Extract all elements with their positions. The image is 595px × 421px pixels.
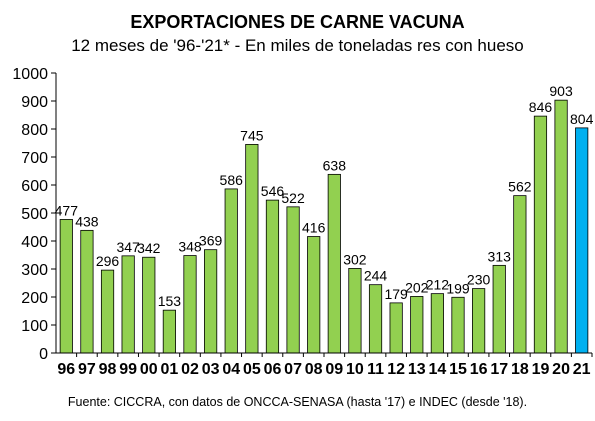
bar xyxy=(472,288,486,354)
bar xyxy=(162,309,176,354)
chart-title: EXPORTACIONES DE CARNE VACUNA xyxy=(130,12,465,32)
x-tick-label: 13 xyxy=(408,361,426,378)
bars xyxy=(59,99,589,354)
data-label: 903 xyxy=(549,83,573,99)
bar xyxy=(265,199,280,354)
y-tick-label: 100 xyxy=(21,318,48,335)
bar xyxy=(430,293,444,354)
bar xyxy=(327,173,341,354)
bar xyxy=(307,236,321,354)
bar xyxy=(121,255,135,354)
bar xyxy=(80,229,94,354)
bar xyxy=(451,296,465,354)
data-label: 804 xyxy=(570,111,594,127)
data-label: 153 xyxy=(158,293,182,309)
bar xyxy=(224,188,238,354)
x-tick-label: 98 xyxy=(99,361,117,378)
data-label: 230 xyxy=(467,272,491,288)
bar xyxy=(533,115,548,354)
bar xyxy=(100,269,115,354)
x-tick-label: 15 xyxy=(449,361,467,378)
data-label: 846 xyxy=(529,99,553,115)
x-tick-label: 21 xyxy=(573,361,591,378)
data-label: 348 xyxy=(178,239,202,255)
bar xyxy=(389,302,403,354)
bar xyxy=(286,206,300,354)
x-tick-label: 19 xyxy=(532,361,550,378)
y-tick-label: 200 xyxy=(21,290,48,307)
bar xyxy=(183,255,197,354)
x-tick-label: 97 xyxy=(78,361,96,378)
data-label: 562 xyxy=(508,179,532,195)
x-tick-label: 17 xyxy=(490,361,508,378)
bar xyxy=(368,284,383,354)
data-label: 202 xyxy=(405,279,429,295)
y-axis: 0 100 200 300 400 500 600 700 800 900 1000 xyxy=(12,66,57,363)
bar xyxy=(575,127,589,354)
y-tick-label: 800 xyxy=(21,122,48,139)
data-label: 179 xyxy=(384,286,408,302)
bar xyxy=(554,99,568,354)
data-label: 477 xyxy=(55,202,79,218)
x-axis: 96 97 98 99 00 01 02 03 04 05 06 07 08 09 10 11 12 13 14 15… xyxy=(56,352,593,378)
bar xyxy=(59,219,73,354)
x-tick-label: 96 xyxy=(57,361,75,378)
data-label: 369 xyxy=(199,233,223,249)
x-tick-label: 12 xyxy=(387,361,405,378)
bar xyxy=(513,195,527,354)
x-tick-label: 07 xyxy=(284,361,302,378)
y-tick-label: 400 xyxy=(21,234,48,251)
x-tick-label: 08 xyxy=(305,361,323,378)
x-tick-label: 99 xyxy=(119,361,137,378)
data-label: 546 xyxy=(261,183,285,199)
data-label: 342 xyxy=(137,240,161,256)
x-tick-label: 09 xyxy=(325,361,343,378)
x-tick-label: 18 xyxy=(511,361,529,378)
y-tick-label: 0 xyxy=(39,346,48,363)
y-tick-label: 500 xyxy=(21,206,48,223)
data-label: 522 xyxy=(281,190,305,206)
data-label: 438 xyxy=(75,213,99,229)
y-tick-label: 900 xyxy=(21,94,48,111)
x-tick-label: 06 xyxy=(264,361,282,378)
data-label: 638 xyxy=(323,157,347,173)
y-tick-label: 300 xyxy=(21,262,48,279)
data-label: 586 xyxy=(220,172,244,188)
bar xyxy=(492,264,506,354)
data-label: 416 xyxy=(302,220,326,236)
chart-source-note: Fuente: CICCRA, con datos de ONCCA-SENAS… xyxy=(67,395,528,409)
x-tick-label: 00 xyxy=(140,361,158,378)
x-tick-label: 04 xyxy=(222,361,240,378)
x-tick-label: 11 xyxy=(367,361,384,378)
x-tick-label: 03 xyxy=(202,361,220,378)
x-tick-label: 20 xyxy=(552,361,570,378)
data-label: 212 xyxy=(426,277,450,293)
bar xyxy=(348,268,362,354)
bar xyxy=(410,296,424,354)
data-label: 302 xyxy=(343,251,367,267)
y-tick-label: 700 xyxy=(21,150,48,167)
x-tick-label: 05 xyxy=(243,361,261,378)
data-label: 745 xyxy=(240,127,264,143)
x-tick-label: 01 xyxy=(160,361,178,378)
bar xyxy=(142,256,156,354)
chart-subtitle: 12 meses de '96-'21* - En miles de tonel… xyxy=(71,36,524,55)
y-tick-label: 600 xyxy=(21,178,48,195)
bar xyxy=(245,143,259,354)
x-tick-label: 10 xyxy=(346,361,364,378)
x-tick-label: 14 xyxy=(428,361,446,378)
data-label: 347 xyxy=(116,239,140,255)
data-label: 296 xyxy=(96,253,120,269)
data-label: 199 xyxy=(446,280,470,296)
x-tick-label: 02 xyxy=(181,361,199,378)
bar xyxy=(204,249,218,354)
data-label: 244 xyxy=(364,268,388,284)
x-tick-label: 16 xyxy=(470,361,488,378)
y-tick-label: 1000 xyxy=(12,66,48,83)
data-label: 313 xyxy=(488,248,512,264)
